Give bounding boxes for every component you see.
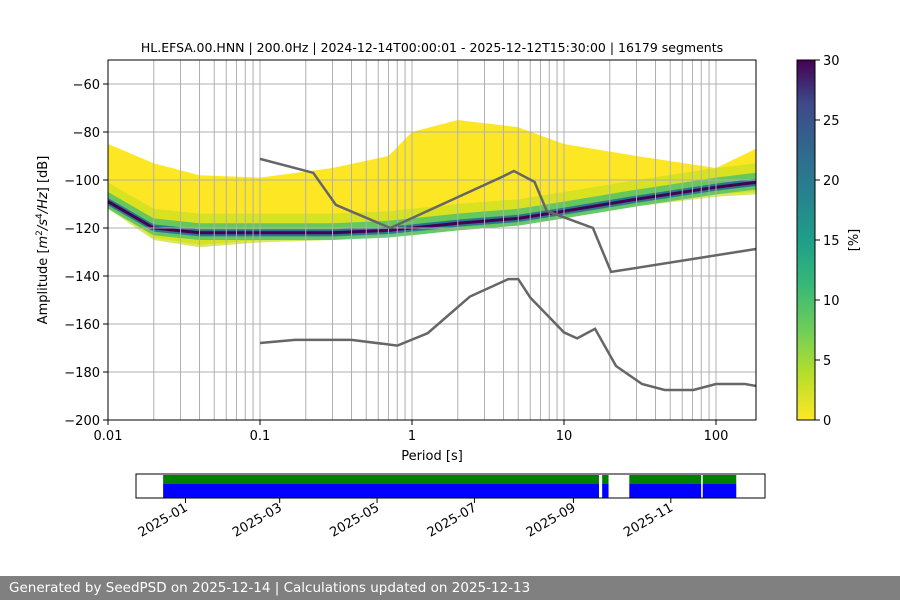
colorbar-tick-label: 10 [823, 294, 840, 309]
x-tick-label: 0.01 [94, 429, 123, 444]
data-availability-timeline: 2025-01 2025-03 2025-05 2025-07 2025-09 2025-… [135, 473, 766, 541]
colorbar [796, 59, 816, 421]
availability-green-bar [163, 475, 599, 484]
timeline-tick-label: 2025-05 [328, 500, 383, 540]
x-tick-label: 1 [408, 429, 416, 444]
colorbar-tick-label: 30 [823, 54, 840, 69]
availability-blue-bar [702, 484, 737, 498]
timeline-tick-label: 2025-01 [136, 500, 191, 540]
colorbar-label: [%] [847, 229, 862, 252]
density-band-mid [108, 172, 756, 240]
footer-text: Generated by SeedPSD on 2025-12-14 | Cal… [0, 576, 900, 600]
colorbar-tick-label: 20 [823, 174, 840, 189]
availability-blue-bar [602, 484, 609, 498]
x-tick-label: 100 [704, 429, 729, 444]
colorbar-ticks: 0 5 10 15 20 25 30 [815, 54, 840, 429]
availability-blue-bar [629, 484, 702, 498]
colorbar-tick-label: 15 [823, 234, 840, 249]
y-tick-label: −140 [64, 270, 100, 285]
y-tick-label: −120 [64, 222, 100, 237]
grid [107, 60, 756, 421]
y-tick-label: −160 [64, 318, 100, 333]
timeline-tick-label: 2025-07 [425, 500, 480, 540]
availability-blue-bar [163, 484, 599, 498]
timeline-frame [135, 473, 766, 499]
y-tick-label: −200 [64, 414, 100, 429]
axis-ticks: 0.01 0.1 1 10 100 −200 −180 −160 −140 −120 −100 −80… [64, 78, 728, 444]
colorbar-tick-label: 5 [823, 354, 831, 369]
availability-green-bar [629, 475, 702, 484]
x-tick-label: 0.1 [250, 429, 271, 444]
model-line-nlnm [259, 277, 757, 392]
availability-green-bar [602, 475, 609, 484]
chart-title: HL.EFSA.00.HNN | 200.0Hz | 2024-12-14T00… [141, 40, 723, 55]
y-tick-label: −60 [73, 78, 100, 93]
plot-frame [107, 59, 757, 421]
timeline-tick-label: 2025-11 [621, 500, 676, 540]
availability-green-bar [702, 475, 737, 484]
x-tick-label: 10 [556, 429, 573, 444]
colorbar-tick-label: 0 [823, 414, 831, 429]
y-tick-label: −80 [73, 126, 100, 141]
x-axis-label: Period [s] [401, 449, 463, 464]
colorbar-tick-label: 25 [823, 114, 840, 129]
timeline-tick-label: 2025-03 [230, 500, 285, 540]
y-tick-label: −180 [64, 366, 100, 381]
y-tick-label: −100 [64, 174, 100, 189]
timeline-tick-label: 2025-09 [524, 500, 579, 540]
model-line-nhnm [259, 157, 757, 274]
y-axis-label: Amplitude [m2/s4/Hz] [dB] [35, 156, 51, 325]
noise-models [259, 157, 757, 392]
